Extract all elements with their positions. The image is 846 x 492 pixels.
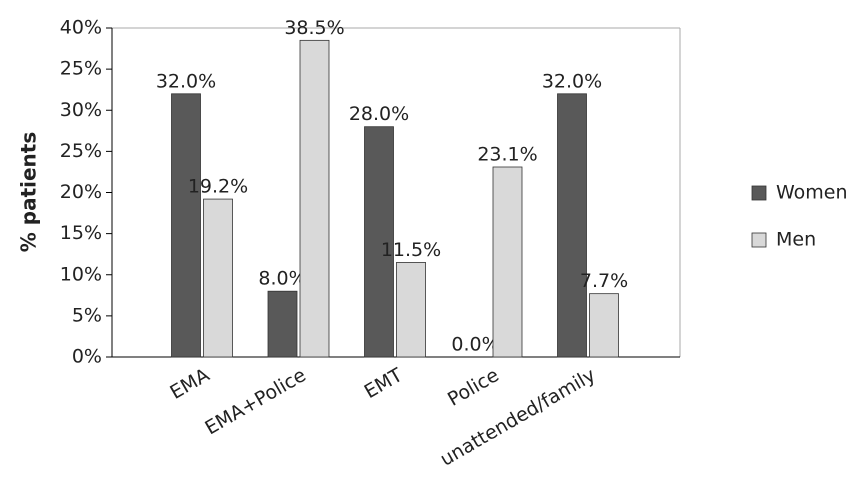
y-tick-label: 25% — [60, 140, 102, 162]
x-tick-label: EMA+Police — [201, 364, 309, 439]
value-label: 32.0% — [542, 70, 602, 92]
bar — [396, 262, 426, 358]
bar — [267, 290, 298, 358]
x-tick-label: EMA — [166, 364, 213, 404]
y-tick-label: 30% — [60, 99, 102, 121]
value-label: 32.0% — [156, 70, 216, 92]
bar — [171, 93, 201, 358]
value-label: 19.2% — [188, 176, 248, 198]
y-tick-label: 0% — [72, 346, 102, 368]
y-tick-label: 15% — [60, 222, 102, 244]
legend-label: Women — [776, 182, 846, 204]
legend-swatch — [751, 232, 767, 248]
y-tick-label: 5% — [72, 304, 102, 326]
x-tick-label: unattended/family — [437, 364, 600, 471]
value-label: 38.5% — [284, 17, 344, 39]
bar — [364, 126, 394, 358]
value-label: 0.0% — [451, 334, 499, 356]
bar — [557, 93, 587, 358]
value-label: 11.5% — [381, 239, 441, 261]
bar — [492, 166, 523, 358]
bar — [589, 293, 619, 358]
legend-swatch — [751, 185, 767, 201]
x-tick-label: EMT — [361, 364, 407, 403]
value-label: 8.0% — [258, 268, 306, 290]
value-label: 7.7% — [580, 270, 628, 292]
bar — [203, 198, 233, 358]
y-tick-label: 25% — [60, 58, 102, 80]
y-tick-label: 20% — [60, 181, 102, 203]
y-axis-label: % patients — [17, 132, 41, 253]
y-tick-label: 40% — [60, 17, 102, 39]
y-tick-label: 10% — [60, 263, 102, 285]
x-tick-label: Police — [444, 364, 503, 411]
value-label: 28.0% — [349, 103, 409, 125]
bar — [299, 39, 330, 358]
value-label: 23.1% — [477, 144, 537, 166]
legend-label: Men — [776, 229, 816, 251]
